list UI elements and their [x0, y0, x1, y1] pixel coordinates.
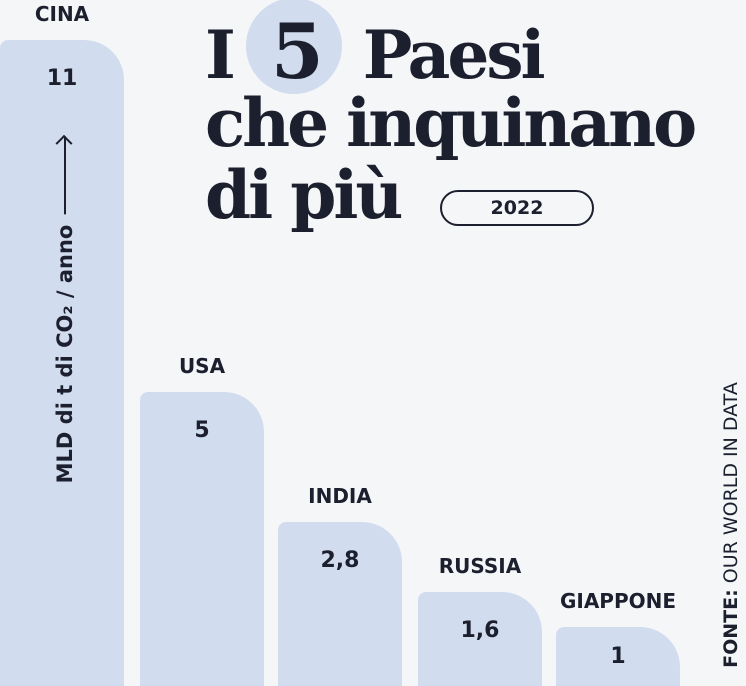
source-note: FONTE: OUR WORLD IN DATA: [720, 382, 742, 668]
arrow-up-icon: [64, 136, 66, 215]
value-label: 1: [610, 644, 626, 670]
y-axis-label-text: MLD di t di CO₂ / anno: [53, 224, 77, 484]
title-line-3: di più: [205, 156, 403, 234]
category-label: INDIA: [308, 483, 372, 508]
number-highlight-circle: [246, 0, 342, 94]
bar-usa: [140, 392, 264, 686]
category-label: CINA: [34, 2, 90, 26]
title-number: 5: [270, 7, 324, 96]
title-word: Paesi: [362, 16, 546, 94]
category-label: USA: [178, 354, 226, 379]
title-prefix: I: [205, 16, 236, 94]
title-line-1: I 5 Paesi: [205, 14, 546, 90]
value-label: 5: [194, 418, 210, 444]
bar-russia: [418, 592, 542, 686]
value-label: 2,8: [320, 547, 360, 573]
y-axis-label: MLD di t di CO₂ / anno: [53, 136, 77, 484]
value-label: 1,6: [460, 618, 500, 644]
bar-india: [278, 521, 402, 686]
source-label: FONTE:: [720, 589, 742, 668]
bar-giappone: [556, 627, 680, 686]
category-label: GIAPPONE: [559, 589, 677, 614]
title-line-2: che inquinano: [205, 84, 697, 162]
year-badge: 2022: [440, 190, 594, 226]
value-label: 11: [46, 66, 78, 91]
source-text: OUR WORLD IN DATA: [720, 382, 742, 584]
category-label: RUSSIA: [438, 554, 522, 579]
